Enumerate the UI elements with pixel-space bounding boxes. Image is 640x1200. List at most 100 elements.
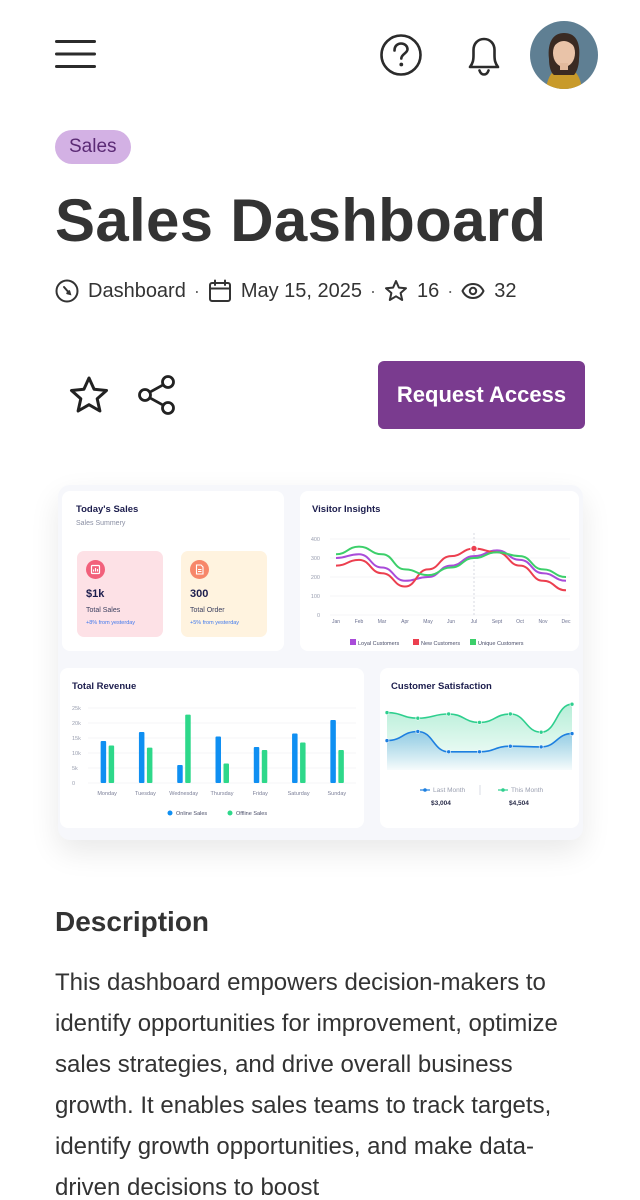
legend-swatch xyxy=(470,639,476,645)
series-line xyxy=(335,549,567,582)
legend-swatch-dot xyxy=(501,788,505,792)
legend-swatch xyxy=(350,639,356,645)
revenue-bar xyxy=(330,720,336,783)
data-point xyxy=(446,711,451,717)
avatar[interactable] xyxy=(530,21,598,89)
category-badge[interactable]: Sales xyxy=(55,130,131,164)
x-tick-label: Sept xyxy=(492,619,503,625)
legend-label: Last Month xyxy=(433,787,466,794)
meta-favorites-count: 16 xyxy=(417,279,440,302)
y-tick-label: 15k xyxy=(72,736,81,742)
y-tick-label: 300 xyxy=(311,556,320,562)
x-tick-label: Tuesday xyxy=(135,791,156,797)
x-tick-label: Jan xyxy=(332,619,340,625)
legend-total: $4,504 xyxy=(509,800,529,807)
legend-swatch xyxy=(227,810,233,816)
meta-category[interactable]: Dashboard xyxy=(88,279,186,302)
y-tick-label: 0 xyxy=(72,781,75,787)
todays-sales-subtitle: Sales Summery xyxy=(76,520,126,527)
y-tick-label: 20k xyxy=(72,721,81,727)
revenue-bar xyxy=(223,763,229,783)
revenue-bar xyxy=(253,747,260,783)
revenue-bar xyxy=(100,741,107,783)
y-tick-label: 200 xyxy=(311,575,320,581)
stat-note: +5% from yesterday xyxy=(190,620,240,626)
stat-label: Total Order xyxy=(190,607,225,614)
x-tick-label: Wednesday xyxy=(169,791,198,797)
calendar-icon xyxy=(208,279,232,303)
hamburger-menu-icon[interactable] xyxy=(54,38,98,72)
y-tick-label: 100 xyxy=(311,594,320,600)
share-button[interactable] xyxy=(135,372,181,418)
revenue-bar xyxy=(185,714,191,783)
revenue-bar xyxy=(146,747,153,783)
series-area xyxy=(387,731,572,770)
revenue-bar xyxy=(108,745,115,783)
data-point xyxy=(569,701,575,707)
series-line xyxy=(335,547,567,592)
y-tick-label: 0 xyxy=(317,613,320,619)
stat-card-total-order: 300 Total Order +5% from yesterday xyxy=(181,551,267,637)
meta-row: Dashboard · May 15, 2025 · 16 · 32 xyxy=(55,276,517,306)
top-bar xyxy=(0,0,640,110)
revenue-bar xyxy=(300,742,306,783)
x-tick-label: Jun xyxy=(447,619,455,625)
meta-separator: · xyxy=(370,280,377,301)
revenue-bar xyxy=(215,736,221,783)
description-body: This dashboard empowers decision-makers … xyxy=(55,969,558,1200)
meta-views-count: 32 xyxy=(494,279,517,302)
data-point xyxy=(508,743,513,749)
dashboard-gauge-icon xyxy=(55,279,79,303)
stat-card-total-sales: $1k Total Sales +8% from yesterday xyxy=(77,551,163,637)
x-tick-label: Saturday xyxy=(288,791,310,797)
question-circle-icon[interactable] xyxy=(379,33,423,77)
y-tick-label: 400 xyxy=(311,537,320,543)
legend-label: Unique Customers xyxy=(478,641,524,647)
highlight-point xyxy=(470,544,478,553)
todays-sales-card: Today's Sales Sales Summery $1k Total Sa… xyxy=(62,491,284,651)
revenue-bar xyxy=(138,732,145,783)
customer-satisfaction-card: Customer Satisfaction Last Month $3,004 Th… xyxy=(380,668,579,828)
customer-satisfaction-chart[interactable]: Last Month $3,004 This Month $4,504 xyxy=(380,668,579,828)
customer-satisfaction-title: Customer Satisfaction xyxy=(391,681,492,692)
request-access-button[interactable]: Request Access xyxy=(378,361,585,429)
bell-icon[interactable] xyxy=(462,32,506,78)
data-point xyxy=(477,720,482,725)
data-point xyxy=(446,749,451,755)
dashboard-preview[interactable]: Today's Sales Sales Summery $1k Total Sa… xyxy=(58,485,583,840)
data-point xyxy=(477,749,482,755)
total-revenue-chart[interactable]: 0 5k 10k 15k 20k 25k Monday Tuesday Wednesday Thu… xyxy=(60,668,364,828)
data-point xyxy=(384,738,390,743)
description-heading: Description xyxy=(55,906,210,937)
star-outline-icon xyxy=(70,376,108,413)
revenue-bar xyxy=(338,750,344,783)
visitor-insights-chart[interactable]: 0 100 200 300 400 Jan Feb Mar Apr May Jun Jul Sept Oc… xyxy=(300,491,579,651)
favorite-button[interactable] xyxy=(66,374,112,418)
share-icon xyxy=(138,375,175,415)
stat-value: 300 xyxy=(190,588,209,600)
chart-icon xyxy=(86,560,105,579)
stat-note: +8% from yesterday xyxy=(86,620,136,626)
x-tick-label: Dec xyxy=(562,619,571,625)
legend-label: This Month xyxy=(511,787,544,794)
x-tick-label: Feb xyxy=(355,619,364,625)
meta-separator: · xyxy=(447,280,454,301)
data-point xyxy=(508,711,513,717)
legend-label: Loyal Customers xyxy=(358,641,400,647)
todays-sales-title: Today's Sales xyxy=(76,504,139,515)
page-title: Sales Dashboard xyxy=(55,187,547,254)
legend-label: Online Sales xyxy=(176,811,207,817)
meta-date: May 15, 2025 xyxy=(240,279,363,302)
legend-label: New Customers xyxy=(421,641,460,647)
data-point xyxy=(569,731,575,736)
total-revenue-title: Total Revenue xyxy=(72,681,137,692)
x-tick-label: Sunday xyxy=(328,791,347,797)
x-tick-label: Nov xyxy=(539,619,548,625)
legend-swatch xyxy=(413,639,419,645)
meta-separator: · xyxy=(193,280,200,301)
series-line xyxy=(335,545,567,578)
data-point xyxy=(415,729,421,734)
legend-total: $3,004 xyxy=(431,800,451,807)
x-tick-label: Jul xyxy=(471,619,477,625)
x-tick-label: Mar xyxy=(378,619,387,625)
